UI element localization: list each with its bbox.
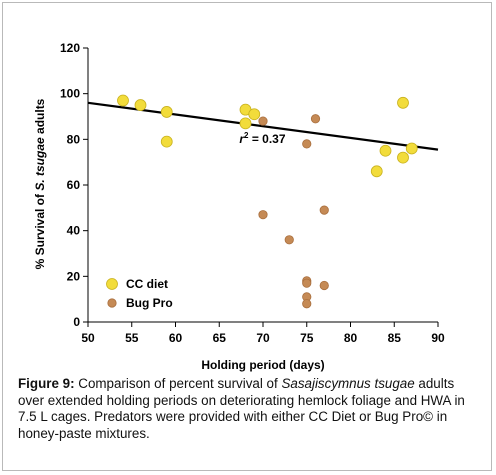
cc-diet-point [397, 96, 409, 109]
cc-diet-point [370, 165, 383, 178]
chart-axes: 0 20 40 60 80 100 120 50 55 60 65 70 75 80 85 90 [60, 41, 445, 345]
bug-pro-point [302, 299, 312, 309]
legend-marker [106, 278, 118, 290]
annotation-base: r [239, 132, 245, 146]
bug-pro-point [310, 114, 321, 124]
caption-text-2: adults over extended holding periods on … [18, 376, 465, 441]
cc-diet-point [160, 135, 173, 148]
y-axis-label: % Survival of S. tsugae adults [33, 98, 47, 269]
r-squared-annotation: r2 = 0.37 [239, 131, 285, 146]
cc-diet-point [248, 108, 261, 121]
x-tick-label: 70 [256, 331, 270, 345]
cc-diet-point [134, 99, 147, 111]
cc-diet-point [239, 117, 252, 130]
x-tick-label: 75 [300, 331, 314, 345]
cc-diet-point [405, 142, 418, 155]
x-tick-label: 65 [213, 331, 227, 345]
trendline [87, 101, 439, 151]
bug-pro-point [302, 139, 312, 149]
x-axis-label: Holding period (days) [201, 358, 324, 372]
legend: CC diet Bug Pro [106, 277, 173, 310]
figure-caption: Figure 9: Comparison of percent survival… [18, 376, 480, 442]
bug-pro-point [258, 210, 268, 220]
caption-lead: Figure 9: [18, 376, 75, 391]
bug-pro-point [319, 205, 329, 215]
y-tick-label: 120 [60, 41, 80, 55]
y-tick-label: 100 [60, 87, 80, 101]
x-tick-label: 80 [344, 331, 358, 345]
y-axis-label-species: S. tsugae [33, 137, 47, 191]
data-points [117, 94, 418, 309]
y-tick-label: 80 [67, 132, 81, 146]
legend-label: CC diet [126, 277, 168, 291]
scatter-chart: 0 20 40 60 80 100 120 50 55 60 65 70 75 80 85 90 r2 = 0… [33, 41, 445, 372]
caption-species: Sasajiscymnus tsugae [281, 376, 415, 391]
caption-text-1: Comparison of percent survival of [74, 376, 282, 391]
bug-pro-point [284, 235, 294, 245]
bug-pro-point [258, 116, 268, 126]
cc-diet-point [379, 144, 392, 157]
y-tick-label: 20 [67, 269, 81, 283]
annotation-rest: = 0.37 [249, 132, 286, 146]
y-tick-label: 0 [73, 315, 80, 329]
cc-diet-point [397, 151, 409, 164]
cc-diet-point [160, 106, 173, 118]
y-tick-label: 60 [67, 178, 81, 192]
figure-frame [2, 2, 492, 471]
x-tick-label: 60 [169, 331, 183, 345]
x-tick-label: 90 [431, 331, 445, 345]
bug-pro-point [302, 278, 312, 288]
cc-diet-point [117, 94, 129, 107]
x-tick-label: 85 [388, 331, 402, 345]
x-tick-label: 55 [125, 331, 139, 345]
y-tick-label: 40 [67, 224, 81, 238]
y-axis-label-part-3: adults [33, 98, 47, 137]
x-tick-label: 50 [81, 331, 95, 345]
legend-marker [107, 298, 117, 308]
annotation-sup: 2 [244, 131, 249, 140]
legend-label: Bug Pro [126, 296, 173, 310]
y-axis-label-part-1: % Survival of [33, 191, 47, 270]
bug-pro-point [319, 280, 329, 291]
